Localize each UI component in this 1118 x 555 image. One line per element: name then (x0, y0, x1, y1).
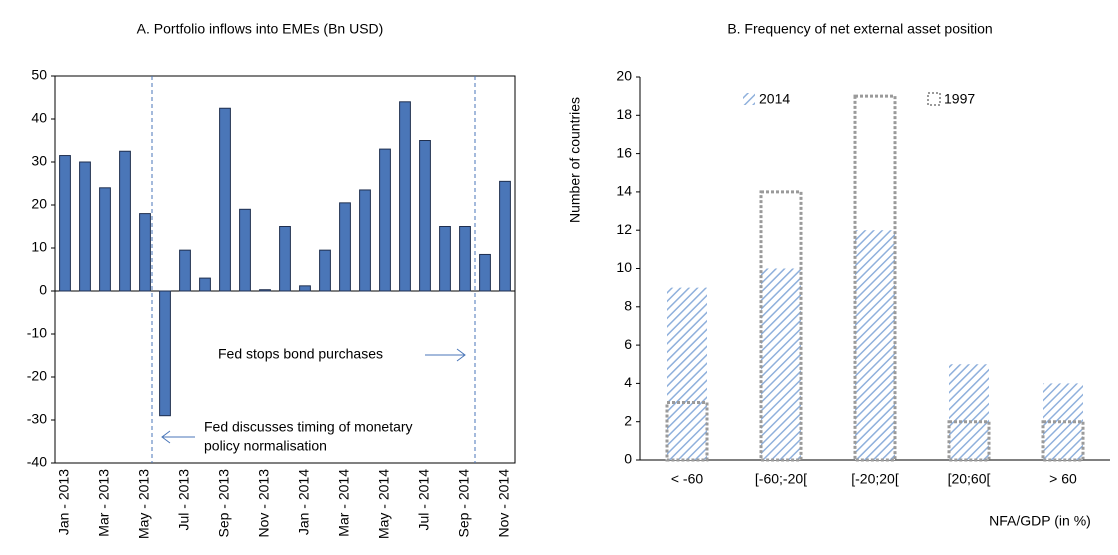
bar (99, 187, 111, 292)
annotation: policy normalisation (204, 438, 327, 454)
bar (667, 287, 707, 460)
bar (761, 268, 801, 460)
bar (665, 401, 709, 462)
x-tick-label: May - 2014 (376, 469, 392, 539)
bar (159, 290, 171, 417)
y-tick-label: 14 (616, 183, 632, 199)
y-tick-label: 4 (624, 374, 632, 390)
arrow-head (456, 348, 466, 362)
bar (439, 226, 451, 292)
y-tick-label: 0 (624, 451, 632, 467)
x-tick-label: > 60 (1049, 471, 1077, 487)
bar (419, 140, 431, 292)
y-tick-label: 50 (31, 67, 47, 83)
bar (79, 161, 91, 292)
bar (259, 289, 271, 292)
x-tick-label: Jul - 2013 (176, 469, 192, 531)
y-tick-label: -40 (27, 454, 47, 470)
chart-title: A. Portfolio inflows into EMEs (Bn USD) (137, 21, 384, 37)
bar (359, 189, 371, 292)
legend-label: 1997 (944, 91, 975, 107)
y-tick-label: 8 (624, 298, 632, 314)
bar (279, 226, 291, 292)
y-tick-label: -10 (27, 325, 47, 341)
y-tick-label: 10 (616, 259, 632, 275)
y-tick-label: 18 (616, 106, 632, 122)
bar (855, 230, 895, 460)
bar (499, 180, 511, 292)
plot-frame (54, 75, 516, 464)
y-tick-label: 40 (31, 110, 47, 126)
legend-label: 2014 (759, 91, 790, 107)
bar (139, 213, 151, 292)
bar (399, 101, 411, 292)
bar (299, 285, 311, 292)
y-tick-label: -30 (27, 411, 47, 427)
bar (339, 202, 351, 292)
x-tick-label: Jan - 2014 (296, 469, 312, 535)
bar (239, 208, 251, 292)
y-tick-label: 6 (624, 336, 632, 352)
bar (947, 420, 991, 462)
bar (1041, 420, 1085, 462)
x-tick-label: [20;60[ (948, 471, 991, 487)
y-tick-label: 20 (616, 68, 632, 84)
y-tick-label: 0 (39, 282, 47, 298)
x-tick-label: Jul - 2014 (416, 469, 432, 531)
arrow-head (161, 430, 171, 444)
legend-swatch (927, 92, 941, 106)
x-tick-label: Sep - 2013 (216, 469, 232, 538)
bar (179, 249, 191, 292)
bar (853, 94, 897, 462)
y-tick-label: 10 (31, 239, 47, 255)
bar (119, 150, 131, 292)
legend-swatch (743, 93, 755, 105)
y-tick-label: 16 (616, 144, 632, 160)
x-axis-title: NFA/GDP (in %) (989, 513, 1091, 529)
x-tick-label: Mar - 2014 (336, 469, 352, 537)
y-tick-label: 30 (31, 153, 47, 169)
y-tick-label: 20 (31, 196, 47, 212)
x-tick-label: Sep - 2014 (456, 469, 472, 538)
bar (949, 364, 989, 460)
bar (319, 249, 331, 292)
y-tick-label: 12 (616, 221, 632, 237)
bar (479, 253, 491, 292)
x-tick-label: Jan - 2013 (56, 469, 72, 535)
x-tick-label: [-20;20[ (851, 471, 899, 487)
chart-title: B. Frequency of net external asset posit… (727, 21, 992, 37)
y-axis-title: Number of countries (567, 97, 583, 223)
x-tick-label: Mar - 2013 (96, 469, 112, 537)
annotation: Fed stops bond purchases (218, 346, 383, 362)
x-tick-label: May - 2013 (136, 469, 152, 539)
y-tick-label: 2 (624, 412, 632, 428)
x-tick-label: Nov - 2013 (256, 469, 272, 538)
x-tick-label: Nov - 2014 (496, 469, 512, 538)
annotation: Fed discusses timing of monetary (204, 419, 413, 435)
x-tick-label: < -60 (671, 471, 704, 487)
bar (379, 148, 391, 292)
bar (59, 155, 71, 292)
x-tick-label: [-60;-20[ (755, 471, 807, 487)
bar (199, 277, 211, 292)
bar (219, 107, 231, 292)
bar (459, 226, 471, 292)
bar (759, 190, 803, 462)
y-tick-label: -20 (27, 368, 47, 384)
